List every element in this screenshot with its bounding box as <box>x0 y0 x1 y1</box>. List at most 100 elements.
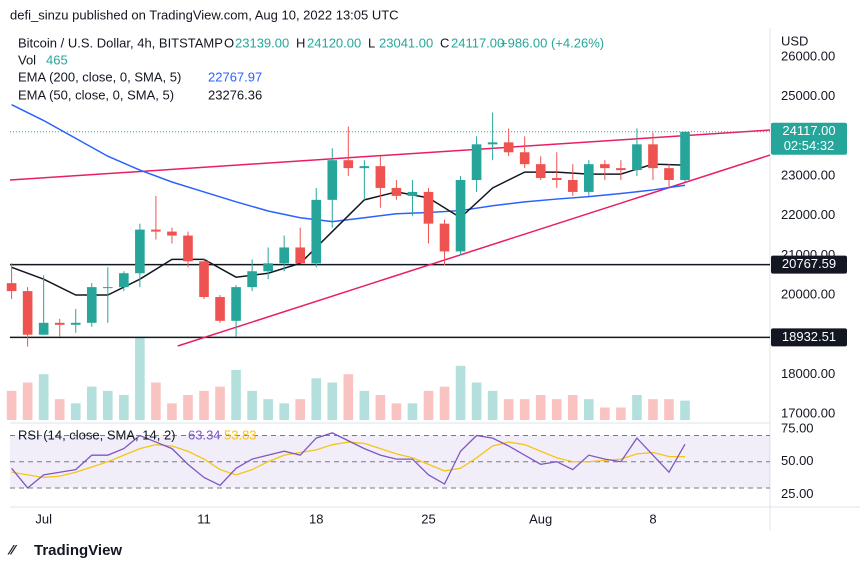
volume-bar <box>391 403 402 420</box>
volume-value: 465 <box>46 52 68 67</box>
ema-value: 23276.36 <box>208 87 262 102</box>
y-tick-label: 26000.00 <box>781 48 835 63</box>
volume-bar <box>311 378 322 420</box>
volume-bar <box>600 407 610 420</box>
rsi-sma-value: 53.83 <box>224 427 257 442</box>
candle-body <box>102 287 113 289</box>
volume-bar <box>199 390 209 420</box>
level-label: 20767.59 <box>782 256 836 271</box>
last-price-label: 24117.00 <box>782 123 835 138</box>
rsi-tick-label: 50.00 <box>781 453 814 468</box>
volume-bar <box>119 395 129 420</box>
volume-bar <box>247 390 257 420</box>
candle-body <box>471 144 482 181</box>
y-tick-label: 17000.00 <box>781 405 835 420</box>
volume-bar <box>70 403 81 420</box>
volume-bar <box>279 403 289 420</box>
volume-bar <box>327 382 338 420</box>
volume-bar <box>632 395 642 420</box>
candle-body <box>135 229 145 274</box>
x-tick-label: Jul <box>35 511 52 526</box>
candle-body <box>343 160 354 169</box>
candle-body <box>54 322 65 325</box>
y-tick-label: 23000.00 <box>781 167 835 182</box>
quote-key: H <box>296 35 305 50</box>
volume-bar <box>183 395 193 420</box>
candle-body <box>70 322 81 325</box>
volume-bar <box>86 386 97 420</box>
candle-body <box>247 271 257 288</box>
candle-body <box>519 152 530 165</box>
candle-body <box>455 180 466 252</box>
trend-line <box>9 129 771 181</box>
quote-value: 24117.00 <box>451 35 504 50</box>
rsi-tick-label: 75.00 <box>781 420 814 435</box>
volume-bar <box>616 407 626 420</box>
candle-body <box>584 164 594 192</box>
candle-body <box>183 235 193 262</box>
candle-body <box>503 142 514 153</box>
quote-value: 24120.00 <box>307 35 361 50</box>
volume-bar <box>263 399 273 420</box>
candle-body <box>151 229 161 232</box>
candle-body <box>439 223 450 252</box>
rsi-line <box>11 432 686 489</box>
volume-bar <box>535 395 546 420</box>
volume-bar <box>567 395 578 420</box>
candle-body <box>551 178 562 181</box>
candle-body <box>632 144 642 171</box>
volume-bar <box>423 390 434 420</box>
volume-legend: Vol <box>18 52 36 67</box>
candle-body <box>38 322 49 335</box>
volume-bar <box>487 390 498 420</box>
volume-bar <box>38 374 49 420</box>
volume-bar <box>343 374 354 420</box>
ema-line <box>11 103 686 223</box>
candle-body <box>423 191 434 224</box>
volume-bar <box>102 390 113 420</box>
candle-body <box>295 247 306 264</box>
change: +986.00 (+4.26%) <box>500 35 604 50</box>
countdown: 02:54:32 <box>784 138 835 153</box>
candle-body <box>215 297 225 321</box>
ema-value: 22767.97 <box>208 69 262 84</box>
x-tick-label: Aug <box>529 511 552 526</box>
currency: USD <box>781 33 808 48</box>
logo-icon: ⁄⁄ <box>7 542 17 558</box>
candle-body <box>616 168 626 171</box>
level-label-box <box>771 328 847 347</box>
x-tick-label: 8 <box>649 511 656 526</box>
x-tick-label: 18 <box>309 511 323 526</box>
rsi-sma-line <box>11 441 686 479</box>
candle-body <box>487 142 498 145</box>
volume-bar <box>407 403 418 420</box>
y-tick-label: 18000.00 <box>781 366 835 381</box>
level-label: 18932.51 <box>782 329 836 344</box>
candle-body <box>22 291 33 335</box>
volume-bar <box>680 400 690 420</box>
candle-body <box>119 273 129 288</box>
candle-body <box>167 231 177 236</box>
volume-bar <box>375 395 386 420</box>
x-tick-label: 25 <box>421 511 435 526</box>
volume-bar <box>167 403 177 420</box>
volume-bar <box>54 399 65 420</box>
footer-logo: TradingView <box>34 542 122 559</box>
level-label-box <box>771 255 847 274</box>
candle-body <box>263 263 273 272</box>
volume-bar <box>519 399 530 420</box>
candle-body <box>311 199 322 264</box>
candle-body <box>375 166 386 188</box>
symbol: Bitcoin / U.S. Dollar, 4h, BITSTAMP <box>18 35 223 50</box>
rsi-legend: RSI (14, close, SMA, 14, 2) <box>18 427 176 442</box>
volume-bar <box>455 365 466 420</box>
volume-bar <box>471 382 482 420</box>
quote-key: O <box>224 35 234 50</box>
rsi-value: 63.34 <box>188 427 221 442</box>
y-tick-label: 25000.00 <box>781 88 835 103</box>
candle-body <box>407 191 418 196</box>
volume-bar <box>22 382 33 420</box>
candle-body <box>359 166 370 169</box>
quote-key: L <box>368 35 375 50</box>
